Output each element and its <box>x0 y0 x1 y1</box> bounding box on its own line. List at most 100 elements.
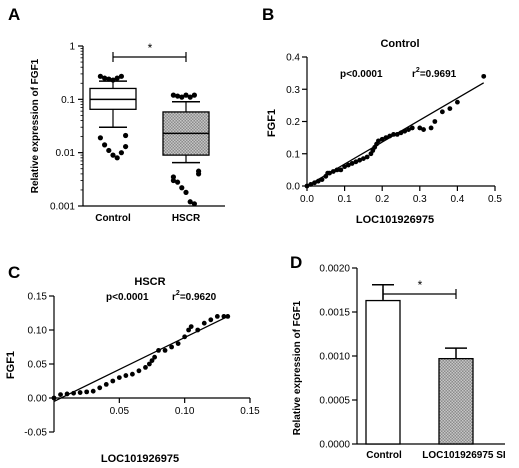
panel-c: HSCR p<0.0001 r2=0.9620 FGF1 LOC10192697… <box>5 276 260 465</box>
box-outlier-point <box>123 132 129 139</box>
panel-a-y-tick-labels: 0.001 0.01 0.1 1 <box>50 42 75 213</box>
box-outlier-point <box>191 201 197 207</box>
box-outlier-point <box>114 75 120 81</box>
box-outlier-point <box>110 77 116 83</box>
data-point <box>383 135 389 141</box>
x-tick-label: 0.3 <box>413 194 427 205</box>
data-point <box>364 154 370 160</box>
data-point <box>195 327 201 333</box>
data-point <box>361 156 366 161</box>
panel-b: Control p<0.0001 r2=0.9691 FGF1 LOC10192… <box>266 38 502 226</box>
data-point <box>58 392 63 397</box>
data-point <box>116 375 122 380</box>
box-outlier-point <box>118 73 124 79</box>
fit-line <box>53 315 229 402</box>
data-point <box>432 119 438 124</box>
panel-c-x-axis-title: LOC101926975 <box>101 453 179 465</box>
x-tick-label: 0.4 <box>450 194 464 205</box>
box-outlier-point <box>170 177 176 184</box>
panel-a-boxes <box>89 73 210 207</box>
data-point <box>169 344 175 350</box>
data-point <box>342 164 347 170</box>
box-outlier-point <box>106 147 112 154</box>
box-outlier-point <box>123 143 129 150</box>
data-point <box>417 125 423 131</box>
y-tick-label: 0.15 <box>28 292 48 303</box>
box-outlier-point <box>170 92 176 98</box>
data-point <box>338 167 344 173</box>
box-outlier-point <box>196 171 202 177</box>
x-tick-label: 0.05 <box>110 406 130 417</box>
x-tick-label: 0.0 <box>300 194 314 205</box>
data-point <box>349 161 355 166</box>
r2-value: =0.9620 <box>180 292 217 303</box>
data-point <box>175 341 181 346</box>
data-point <box>409 125 415 131</box>
box-outlier-point <box>175 179 181 185</box>
data-point <box>387 133 393 139</box>
panel-d-category-label: LOC101926975 SI <box>422 450 506 461</box>
box-outlier-point <box>102 142 108 148</box>
data-point <box>406 127 411 132</box>
x-tick-label: 0.10 <box>175 406 195 417</box>
y-tick-label: 0.05 <box>28 360 48 371</box>
panel-d-significance-label: * <box>418 278 423 292</box>
bar <box>438 357 474 445</box>
data-point <box>186 327 191 333</box>
panel-a-significance-label: * <box>148 41 153 55</box>
panel-a-category-label: Control <box>95 213 131 224</box>
x-tick-label: 0.1 <box>338 194 352 205</box>
data-point <box>319 177 325 182</box>
data-point <box>110 378 116 384</box>
data-point <box>214 314 220 319</box>
y-tick-label: 0.00 <box>28 394 48 405</box>
y-tick-label: -0.05 <box>24 428 47 439</box>
x-tick-label: 0.2 <box>375 194 389 205</box>
data-point <box>71 390 76 396</box>
panel-a: 0.001 0.01 0.1 1 Control HSCR Relative expr… <box>30 41 225 224</box>
panel-b-p-value: p<0.0001 <box>340 69 383 80</box>
data-point <box>225 314 231 319</box>
box-outlier-point <box>97 135 103 141</box>
data-point <box>398 130 404 136</box>
r2-prefix: r <box>172 292 176 303</box>
data-point <box>345 162 351 168</box>
r2-prefix: r <box>412 69 416 80</box>
panel-a-y-ticks <box>78 45 83 207</box>
data-point <box>379 136 385 142</box>
data-point <box>152 354 158 360</box>
panel-c-r2: r2=0.9620 <box>172 290 217 303</box>
box-outlier-point <box>102 75 108 81</box>
x-tick-label: 0.15 <box>240 406 260 417</box>
data-point <box>90 388 96 394</box>
box-outlier-point <box>179 94 185 100</box>
data-point <box>376 138 381 144</box>
panel-a-category-label: HSCR <box>172 213 201 224</box>
data-point <box>315 178 321 184</box>
data-point <box>64 391 70 397</box>
panel-c-title: HSCR <box>134 276 165 288</box>
y-tick-label: 0.4 <box>286 53 300 64</box>
r2-value: =0.9691 <box>420 69 457 80</box>
panel-c-y-axis-title: FGF1 <box>5 351 17 379</box>
data-point <box>334 167 340 173</box>
data-point <box>188 324 194 329</box>
data-point <box>201 320 207 326</box>
box-outlier-point <box>179 185 185 191</box>
x-tick-label: 0.5 <box>488 194 502 205</box>
data-point <box>455 99 460 105</box>
box-outlier-point <box>106 76 112 82</box>
data-point <box>123 373 129 378</box>
data-point <box>77 390 83 395</box>
panel-label-b: B <box>262 5 274 24</box>
data-point <box>330 169 336 174</box>
panel-a-y-tick-label: 1 <box>69 42 75 53</box>
panel-a-y-axis-title: Relative expression of FGF1 <box>30 58 41 193</box>
y-tick-label: 0.0010 <box>319 352 350 363</box>
box-outlier-point <box>118 150 124 156</box>
panel-d-y-axis-title: Relative expression of FGF1 <box>292 300 303 435</box>
data-point <box>312 180 317 186</box>
panel-c-plot: -0.05 0.00 0.05 0.10 0.15 0.05 0.10 0.15 <box>24 292 260 439</box>
y-tick-label: 0.0020 <box>319 264 350 275</box>
panel-a-y-tick-label: 0.001 <box>50 202 75 213</box>
